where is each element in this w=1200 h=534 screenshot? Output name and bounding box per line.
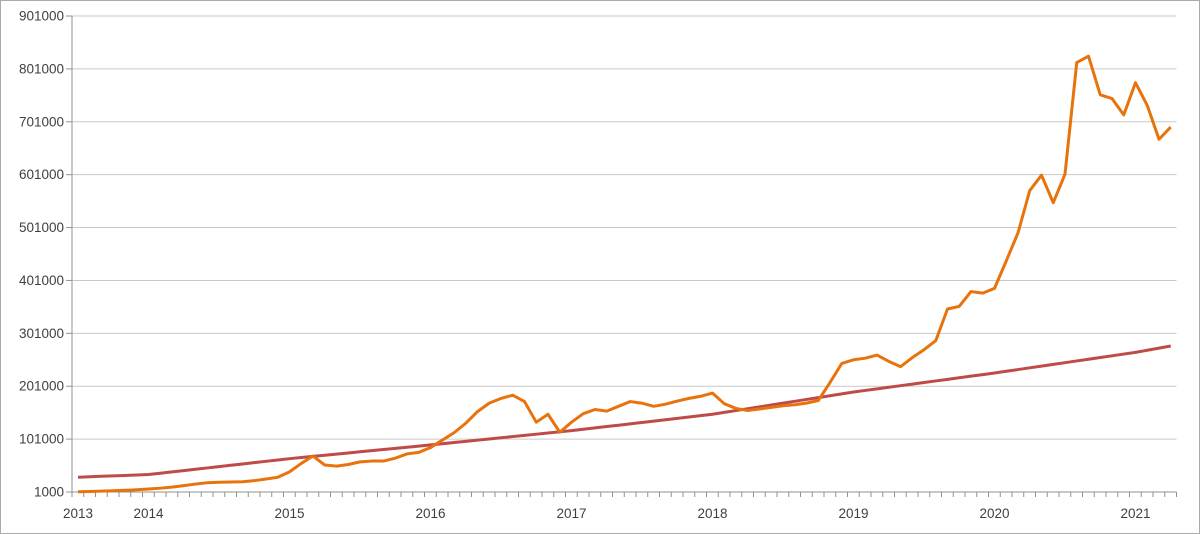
x-axis-label: 2017 (556, 506, 586, 521)
x-axis-label: 2013 (63, 506, 93, 521)
y-axis-label: 301000 (19, 326, 64, 341)
y-axis-label: 901000 (19, 9, 64, 24)
y-axis-label: 1000 (34, 485, 64, 500)
y-axis-label: 501000 (19, 220, 64, 235)
y-axis-label: 101000 (19, 432, 64, 447)
trend-series-line (77, 344, 1172, 479)
x-axis-label: 2015 (274, 506, 304, 521)
x-axis-label: 2016 (415, 506, 445, 521)
x-axis-label: 2020 (979, 506, 1009, 521)
x-axis-label: 2021 (1120, 506, 1150, 521)
y-axis-label: 801000 (19, 61, 64, 76)
y-axis-label: 701000 (19, 114, 64, 129)
x-axis-label: 2019 (838, 506, 868, 521)
data-series-line (77, 54, 1172, 494)
y-axis-label: 401000 (19, 273, 64, 288)
y-axis-label: 601000 (19, 167, 64, 182)
x-axis-label: 2014 (133, 506, 164, 521)
x-axis-label: 2018 (697, 506, 727, 521)
y-axis-label: 201000 (19, 379, 64, 394)
